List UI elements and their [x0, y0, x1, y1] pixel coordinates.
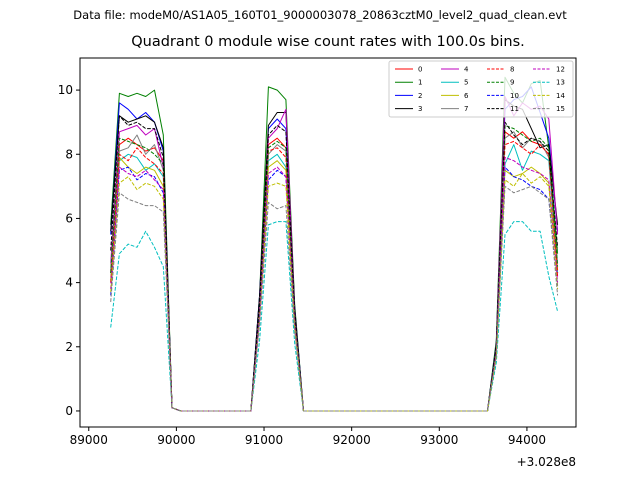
legend-label-0: 0	[418, 66, 422, 74]
legend-label-4: 4	[464, 66, 469, 74]
series-line-8	[110, 140, 559, 412]
legend-label-13: 13	[556, 79, 565, 87]
plot-frame	[79, 57, 577, 428]
legend-label-10: 10	[510, 92, 519, 100]
x-tick-label: 91000	[245, 433, 283, 447]
x-tick-label: 94000	[508, 433, 546, 447]
y-tick-label: 4	[65, 276, 73, 290]
legend-label-12: 12	[556, 66, 565, 74]
legend-label-11: 11	[510, 105, 519, 113]
series-line-11	[110, 115, 559, 412]
y-tick-label: 2	[65, 340, 73, 354]
legend-label-8: 8	[510, 66, 514, 74]
figure-suptitle: Data file: modeM0/AS1A05_160T01_90000030…	[73, 8, 567, 22]
series-line-10	[110, 166, 559, 412]
legend-label-1: 1	[418, 79, 422, 87]
y-axis: 0 2 4 6 8 10	[58, 83, 80, 418]
legend-label-14: 14	[556, 92, 565, 100]
x-tick-label: 90000	[157, 433, 195, 447]
y-tick-label: 8	[65, 147, 73, 161]
y-tick-label: 10	[58, 83, 73, 97]
series-line-14	[110, 173, 559, 412]
series-line-12	[110, 157, 559, 412]
legend-label-9: 9	[510, 79, 514, 87]
series-line-7	[110, 131, 559, 412]
series-line-0	[110, 131, 559, 412]
y-tick-label: 0	[65, 404, 73, 418]
legend-box	[388, 60, 574, 118]
chart-title: Quadrant 0 module wise count rates with …	[131, 34, 525, 50]
legend-label-3: 3	[418, 105, 422, 113]
x-tick-label: 92000	[333, 433, 371, 447]
series-line-13	[110, 221, 559, 412]
series-line-6	[110, 157, 559, 412]
x-axis: 89000 90000 91000 92000 93000 94000	[70, 427, 546, 447]
series-line-9	[110, 124, 559, 412]
legend-label-7: 7	[464, 105, 468, 113]
series-line-15	[110, 185, 559, 412]
legend-label-5: 5	[464, 79, 468, 87]
series-line-5	[110, 144, 559, 412]
y-tick-label: 6	[65, 211, 73, 225]
legend-label-2: 2	[418, 92, 422, 100]
x-offset-label: +3.028e8	[517, 455, 576, 469]
x-tick-label: 89000	[70, 433, 108, 447]
legend-label-6: 6	[464, 92, 469, 100]
x-tick-label: 93000	[420, 433, 458, 447]
legend-label-15: 15	[556, 105, 565, 113]
